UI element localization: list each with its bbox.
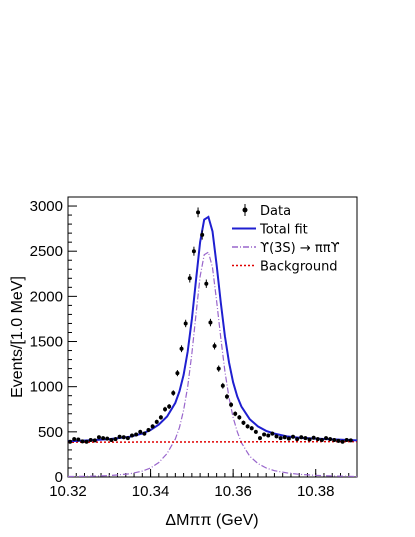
data-point <box>315 437 320 442</box>
data-point <box>340 439 345 444</box>
legend-label: ϒ(3S) → ππϒ <box>260 241 340 256</box>
data-point <box>150 424 155 429</box>
data-point <box>101 436 106 441</box>
data-point <box>183 321 188 326</box>
y-tick-label: 0 <box>55 469 63 486</box>
data-point <box>154 419 159 424</box>
data-point <box>262 432 267 437</box>
data-point <box>72 437 77 442</box>
data-point <box>216 366 221 371</box>
data-point <box>249 426 254 431</box>
y-tick-label: 500 <box>38 424 63 441</box>
plot-frame <box>67 196 358 478</box>
data-point <box>76 437 81 442</box>
data-point <box>241 420 246 425</box>
legend: Data Total fit ϒ(3S) → ππϒ Background <box>232 204 340 275</box>
data-point <box>266 433 271 438</box>
x-tick-label: 10.32 <box>49 483 87 500</box>
data-point <box>229 402 234 407</box>
legend-label: Background <box>260 260 338 275</box>
data-point <box>113 437 118 442</box>
y-tick-label: 2500 <box>30 243 63 260</box>
data-point <box>332 437 337 442</box>
data-point <box>175 371 180 376</box>
data-point <box>348 438 353 443</box>
data-point <box>253 429 258 434</box>
data-point <box>307 437 312 442</box>
x-tick-label: 10.36 <box>214 483 252 500</box>
data-point <box>125 436 130 441</box>
data-point <box>336 438 341 443</box>
data-point <box>278 436 283 441</box>
x-tick-label: 10.34 <box>132 483 170 500</box>
data-point <box>191 249 196 254</box>
data-point <box>328 437 333 442</box>
data-point <box>311 435 316 440</box>
y-tick-label: 3000 <box>30 198 63 215</box>
data-point <box>344 437 349 442</box>
data-point <box>245 424 250 429</box>
data-point <box>303 436 308 441</box>
data-point <box>220 383 225 388</box>
data-point <box>158 415 163 420</box>
data-point <box>138 429 143 434</box>
data-point <box>324 436 329 441</box>
data-point <box>171 391 176 395</box>
data-point <box>92 438 97 443</box>
data-point <box>237 415 242 420</box>
data-point <box>270 431 275 436</box>
data-point <box>179 346 184 351</box>
data-point <box>84 439 89 444</box>
y-tick-label: 2000 <box>30 288 63 305</box>
data-point <box>295 437 300 442</box>
legend-data-marker <box>242 207 248 213</box>
background-curve <box>67 440 358 443</box>
series-layer <box>67 207 358 478</box>
data-point <box>187 276 192 281</box>
data-point <box>105 436 110 441</box>
data-point <box>299 435 304 440</box>
legend-label: Total fit <box>259 223 308 238</box>
data-point <box>163 407 168 412</box>
y-axis-label: Events/[1.0 MeV] <box>9 276 26 398</box>
data-point <box>117 434 122 439</box>
data-point <box>80 439 85 444</box>
data-point <box>286 436 291 441</box>
x-tick-label: 10.38 <box>297 483 335 500</box>
data-point <box>142 431 147 436</box>
y-tick-label: 1500 <box>30 334 63 351</box>
total-fit-curve <box>67 215 358 443</box>
data-point <box>134 432 139 437</box>
data-point <box>282 435 287 440</box>
data-point <box>233 411 238 416</box>
data-point <box>129 433 134 438</box>
data-point <box>68 439 73 444</box>
data-point <box>224 394 229 399</box>
data-point <box>96 435 101 440</box>
legend-label: Data <box>260 204 291 219</box>
data-point <box>319 437 324 442</box>
data-point <box>291 434 296 439</box>
data-point <box>109 437 114 442</box>
data-point <box>196 210 201 215</box>
data-point <box>200 232 205 237</box>
data-point <box>88 437 93 442</box>
data-point <box>146 428 151 433</box>
data-point <box>257 436 262 441</box>
data-point <box>274 434 279 439</box>
axes: 10.32 10.34 10.36 10.38 0 500 1000 1500 2000 2500… <box>30 196 358 500</box>
data-point <box>212 344 217 349</box>
signal-curve <box>67 251 358 478</box>
data-point <box>204 281 209 286</box>
y-tick-label: 1000 <box>30 379 63 396</box>
data-point <box>167 404 172 409</box>
data-point <box>208 320 213 325</box>
data-point <box>121 435 126 440</box>
x-axis-label: ΔMππ (GeV) <box>165 512 258 529</box>
